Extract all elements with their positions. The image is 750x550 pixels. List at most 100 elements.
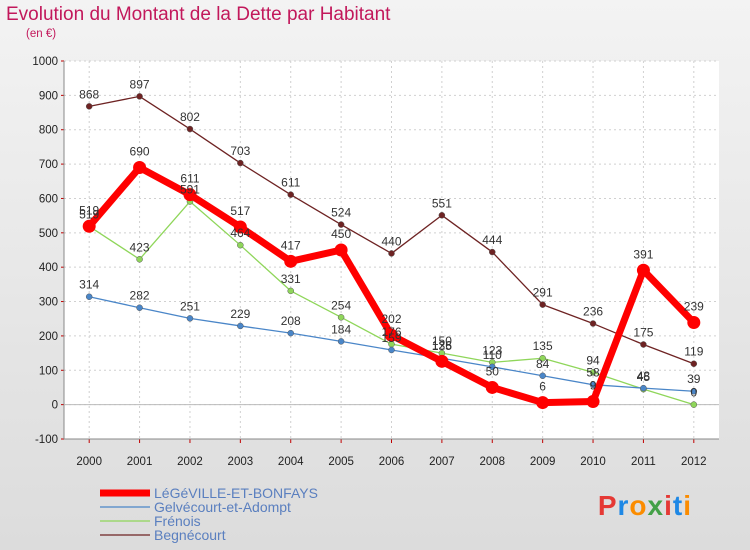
data-label-begn-court: 175	[633, 326, 653, 340]
data-point-begn-court	[589, 320, 597, 327]
x-tick-label: 2000	[76, 456, 102, 468]
logo-letter: t	[672, 490, 684, 521]
data-label-gelv-court-et-adompt: 58	[586, 366, 600, 380]
data-label-fr-nois: 45	[637, 370, 651, 384]
logo-letter: x	[647, 490, 665, 521]
data-label-gelv-court-et-adompt: 39	[687, 372, 701, 386]
data-point-gelv-court-et-adompt	[489, 363, 496, 371]
data-label-gelv-court-et-adompt: 229	[230, 307, 250, 321]
legend: LéGéVILLE-ET-BONFAYSGelvécourt-et-Adompt…	[100, 485, 318, 543]
data-point-l-g-ville-et-bonfays	[183, 188, 197, 202]
data-label-begn-court: 236	[583, 305, 603, 319]
y-tick-label: 1000	[32, 56, 58, 68]
data-point-l-g-ville-et-bonfays	[82, 219, 96, 233]
proxiti-logo: Proxiti	[598, 490, 692, 522]
chart-title: Evolution du Montant de la Dette par Hab…	[6, 4, 391, 25]
data-label-begn-court: 119	[684, 345, 703, 359]
data-point-begn-court	[136, 93, 143, 100]
data-label-gelv-court-et-adompt: 110	[483, 348, 502, 362]
data-label-l-g-ville-et-bonfays: 6	[539, 380, 546, 394]
data-point-gelv-court-et-adompt	[186, 315, 194, 322]
data-label-l-g-ville-et-bonfays: 50	[486, 364, 500, 378]
data-label-fr-nois: 331	[281, 272, 301, 286]
logo-letter: o	[629, 490, 648, 521]
y-tick-label: -100	[35, 434, 58, 446]
x-tick-label: 2010	[580, 456, 606, 468]
data-label-begn-court: 868	[79, 87, 99, 101]
x-tick-label: 2003	[228, 456, 254, 468]
data-label-l-g-ville-et-bonfays: 9	[590, 379, 597, 393]
data-point-begn-court	[438, 212, 446, 219]
series-group	[82, 93, 701, 410]
data-label-gelv-court-et-adompt: 314	[79, 278, 99, 292]
data-label-gelv-court-et-adompt: 208	[281, 314, 301, 328]
data-point-l-g-ville-et-bonfays	[284, 254, 298, 268]
x-tick-label: 2009	[530, 456, 556, 468]
y-tick-label: 200	[39, 331, 58, 343]
data-label-fr-nois: 0	[690, 386, 697, 400]
data-point-fr-nois	[539, 354, 546, 362]
data-label-l-g-ville-et-bonfays: 519	[79, 203, 99, 217]
data-label-l-g-ville-et-bonfays: 202	[381, 312, 401, 326]
data-label-fr-nois: 423	[130, 240, 150, 254]
data-label-fr-nois: 150	[432, 334, 452, 348]
data-label-l-g-ville-et-bonfays: 450	[331, 227, 351, 241]
x-tick-label: 2005	[328, 456, 354, 468]
data-point-gelv-court-et-adompt	[640, 384, 647, 392]
legend-label: LéGéVILLE-ET-BONFAYS	[154, 485, 318, 501]
data-label-gelv-court-et-adompt: 251	[180, 299, 200, 313]
y-tick-label: 0	[52, 400, 58, 412]
data-point-fr-nois	[287, 287, 294, 295]
data-label-begn-court: 524	[331, 206, 351, 220]
data-point-gelv-court-et-adompt	[287, 329, 294, 337]
x-tick-label: 2004	[278, 456, 304, 468]
data-point-l-g-ville-et-bonfays	[485, 380, 499, 394]
y-tick-label: 400	[39, 262, 58, 274]
legend-label: Begnécourt	[154, 527, 226, 543]
data-point-fr-nois	[690, 401, 698, 408]
x-tick-label: 2006	[379, 456, 405, 468]
data-label-begn-court: 897	[130, 77, 150, 91]
data-label-gelv-court-et-adompt: 184	[331, 322, 351, 336]
data-point-begn-court	[186, 125, 194, 133]
data-label-fr-nois: 135	[533, 339, 553, 353]
data-label-l-g-ville-et-bonfays: 611	[180, 172, 199, 186]
data-label-fr-nois: 254	[331, 298, 351, 312]
data-point-begn-court	[640, 341, 647, 348]
data-label-gelv-court-et-adompt: 159	[381, 331, 401, 345]
y-tick-label: 500	[39, 228, 58, 240]
logo-letter: P	[597, 490, 618, 521]
logo-letter: i	[664, 490, 673, 521]
y-tick-label: 900	[39, 90, 58, 102]
data-label-begn-court: 551	[432, 196, 452, 210]
data-label-gelv-court-et-adompt: 135	[432, 339, 452, 353]
data-point-l-g-ville-et-bonfays	[233, 220, 247, 234]
data-point-l-g-ville-et-bonfays	[385, 328, 398, 342]
data-label-l-g-ville-et-bonfays: 239	[684, 300, 704, 314]
data-label-l-g-ville-et-bonfays: 417	[281, 238, 301, 252]
x-tick-label: 2001	[127, 456, 153, 468]
legend-label: Frénois	[154, 513, 201, 529]
data-label-fr-nois: 591	[180, 183, 200, 197]
data-label-l-g-ville-et-bonfays: 391	[633, 247, 653, 261]
data-label-l-g-ville-et-bonfays: 690	[130, 145, 150, 159]
axes: -100010020030040050060070080090010002000…	[32, 56, 719, 468]
y-tick-label: 100	[39, 365, 58, 377]
data-label-fr-nois: 123	[482, 343, 502, 357]
data-point-l-g-ville-et-bonfays	[133, 161, 147, 175]
data-point-l-g-ville-et-bonfays	[636, 263, 650, 277]
data-label-fr-nois: 464	[230, 226, 250, 240]
x-tick-label: 2012	[681, 456, 707, 468]
data-point-l-g-ville-et-bonfays	[334, 243, 348, 257]
data-point-begn-court	[539, 301, 546, 308]
data-point-l-g-ville-et-bonfays	[687, 316, 701, 330]
data-point-gelv-court-et-adompt	[539, 372, 546, 380]
data-point-fr-nois	[337, 314, 345, 321]
data-point-l-g-ville-et-bonfays	[536, 396, 550, 410]
data-label-begn-court: 291	[533, 286, 553, 300]
x-tick-label: 2011	[631, 456, 656, 468]
data-labels: 868 897 802 703 611 524 440 551 444 291 236 175 119 5…	[79, 77, 704, 399]
data-point-begn-court	[287, 191, 294, 198]
data-point-fr-nois	[589, 369, 597, 376]
